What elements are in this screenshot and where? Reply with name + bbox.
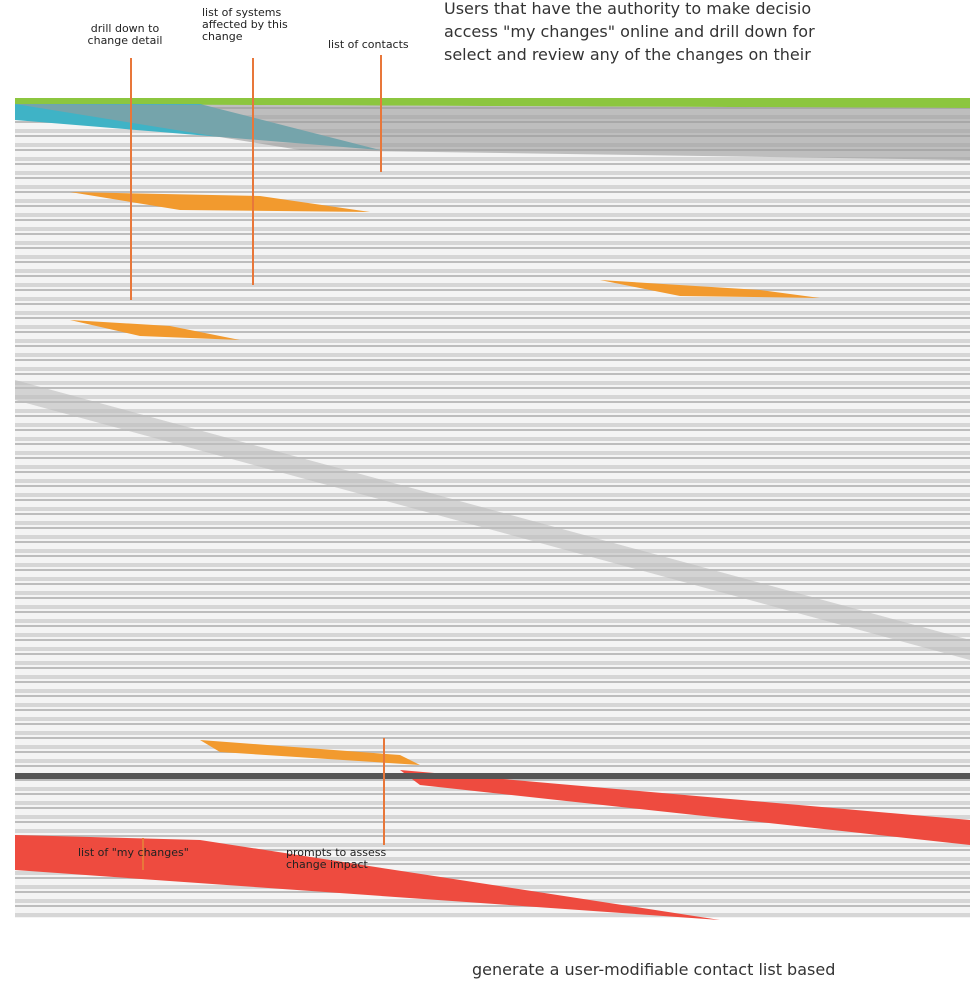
orange-row — [70, 320, 240, 340]
intro-text: Users that have the authority to make de… — [444, 0, 811, 18]
callout-lines — [130, 55, 385, 870]
annotation: prompts to assess — [286, 846, 386, 859]
annotation: change — [202, 30, 243, 43]
diagonal-band — [15, 380, 970, 660]
annotation: affected by this — [202, 18, 288, 31]
red-row — [400, 770, 970, 845]
footer-text: generate a user-modifiable contact list … — [472, 960, 835, 979]
orange-row — [200, 740, 420, 765]
annotation: list of contacts — [328, 38, 409, 51]
screenshot — [15, 98, 970, 920]
intro-text: select and review any of the changes on … — [444, 45, 811, 64]
red-row — [15, 835, 720, 920]
texts: Users that have the authority to make de… — [78, 0, 835, 979]
orange-row — [70, 192, 370, 212]
screenshot-body — [15, 98, 970, 918]
orange-row — [600, 280, 820, 298]
annotation: change impact — [286, 858, 369, 871]
annotation: list of "my changes" — [78, 846, 189, 859]
annotation: drill down to — [91, 22, 160, 35]
annotation: list of systems — [202, 6, 282, 19]
intro-text: access "my changes" online and drill dow… — [444, 22, 815, 41]
divider — [15, 773, 970, 779]
annotation: change detail — [88, 34, 163, 47]
